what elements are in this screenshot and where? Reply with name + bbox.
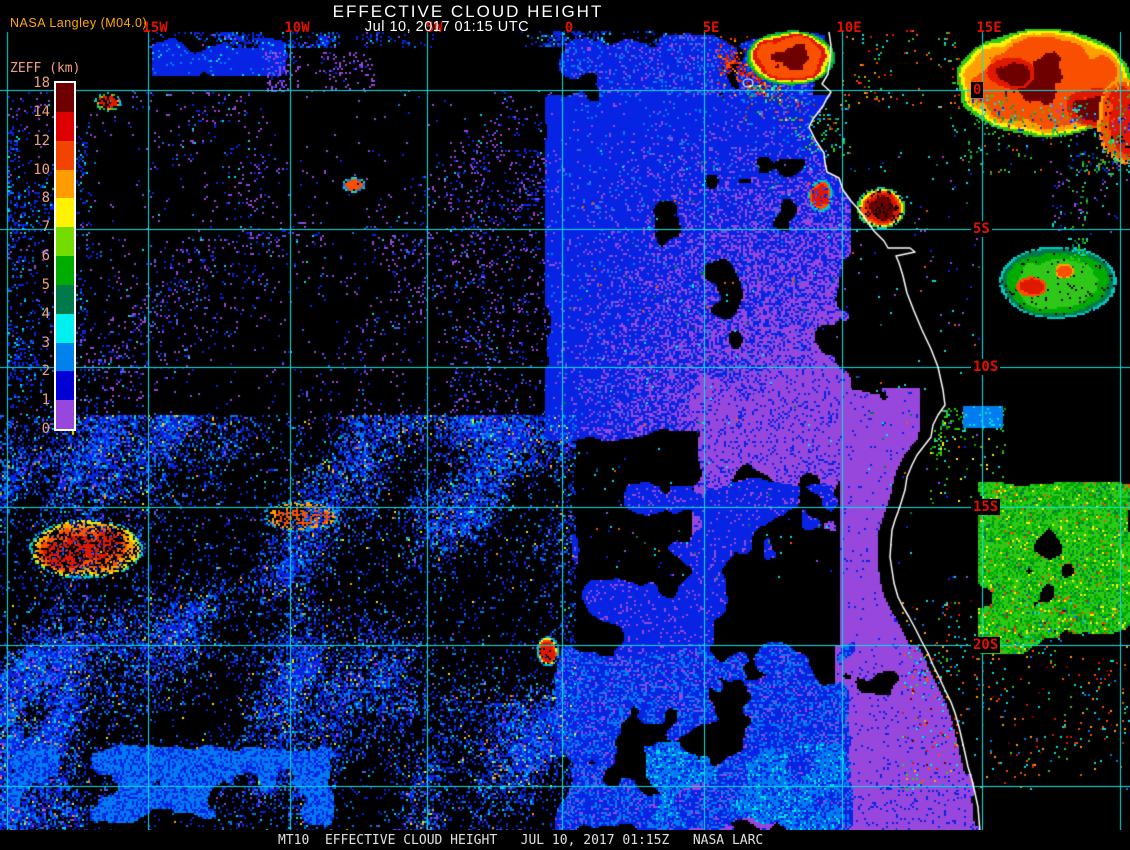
colorbar-tick-label: 0 <box>41 421 50 437</box>
colorbar-tick-label: 14 <box>33 103 50 120</box>
colorbar-segment <box>56 284 74 315</box>
colorbar-segment <box>56 111 74 142</box>
longitude-label-10e: 10E <box>836 20 862 36</box>
longitude-label-15e: 15E <box>976 20 1002 36</box>
colorbar-segment <box>56 83 74 113</box>
colorbar-tick-label: 2 <box>41 363 50 380</box>
latitude-label-5s: 5S <box>971 221 992 237</box>
colorbar <box>54 81 76 431</box>
colorbar-tick-label: 1 <box>41 392 50 409</box>
latitude-label-0: 0 <box>971 82 984 98</box>
page-title: EFFECTIVE CLOUD HEIGHT <box>332 2 604 21</box>
colorbar-segment <box>56 371 74 401</box>
colorbar-tick-label: 5 <box>41 276 50 293</box>
latitude-label-20s: 20S <box>971 637 1001 653</box>
colorbar-tick-label: 6 <box>41 248 50 264</box>
colorbar-segment <box>56 400 74 430</box>
latitude-label-10s: 10S <box>971 359 1001 375</box>
colorbar-segment <box>56 227 74 257</box>
colorbar-tick-label: 3 <box>41 334 50 351</box>
longitude-label-15w: 15W <box>142 20 168 36</box>
colorbar-segment <box>56 140 74 170</box>
colorbar-segment <box>56 198 74 228</box>
colorbar-segment <box>56 169 74 199</box>
footer-bar: MT10 EFFECTIVE CLOUD HEIGHT JUL 10, 2017… <box>0 830 1130 850</box>
colorbar-tick-label: 10 <box>33 161 50 178</box>
colorbar-tick-labels: 18 14 12 10 8 7 6 5 4 3 2 1 0 <box>0 0 52 440</box>
colorbar-tick-label: 12 <box>33 132 50 149</box>
colorbar-segment <box>56 342 74 372</box>
colorbar-segment <box>56 256 74 286</box>
colorbar-tick-label: 8 <box>41 190 50 207</box>
longitude-label-5e: 5E <box>702 20 720 36</box>
colorbar-tick-label: 18 <box>33 75 50 91</box>
credit-label: NASA Langley (M04.0) <box>10 16 148 30</box>
colorbar-units-label: ZEFF (km) <box>10 61 81 76</box>
longitude-label-5w: 5W <box>425 20 443 36</box>
colorbar-tick-label: 7 <box>41 219 50 236</box>
latitude-label-15s: 15S <box>971 499 1001 515</box>
colorbar-tick-label: 4 <box>41 305 50 322</box>
footer-caption: MT10 EFFECTIVE CLOUD HEIGHT JUL 10, 2017… <box>278 833 764 848</box>
colorbar-segment <box>56 313 74 343</box>
timestamp-subtitle: Jul 10, 2017 01:15 UTC <box>364 19 530 35</box>
longitude-label-0: 0 <box>564 20 574 36</box>
longitude-label-10w: 10W <box>284 20 310 36</box>
